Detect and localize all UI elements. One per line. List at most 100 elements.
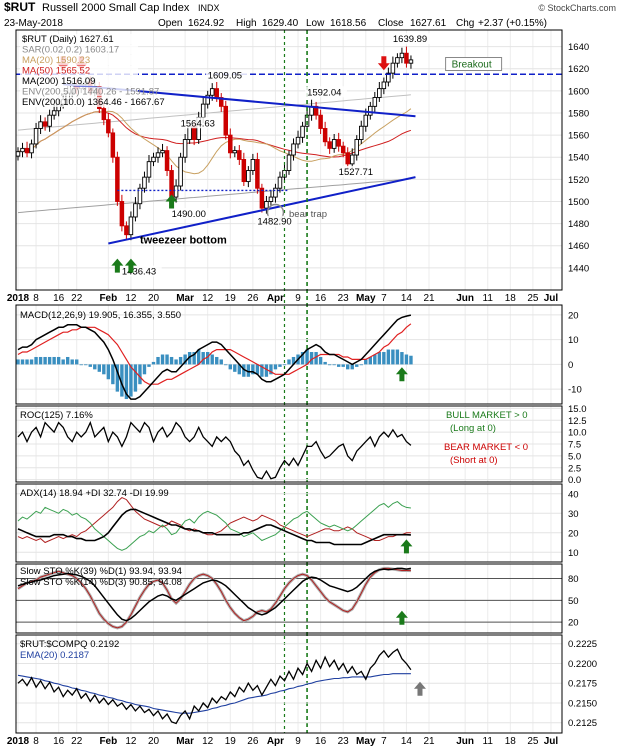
macd-histogram-bar (61, 359, 65, 365)
roc-line (17, 420, 412, 480)
macd-histogram-bar (305, 349, 309, 365)
price-panel-frame (15, 29, 563, 291)
candle-body (377, 88, 382, 98)
candle-body (327, 141, 332, 149)
macd-histogram-bar (291, 356, 296, 365)
macd-histogram-bar (138, 364, 142, 385)
macd-histogram-bar (133, 364, 138, 392)
candle-body (160, 150, 165, 154)
candle-body (119, 201, 125, 227)
candle-body (51, 110, 57, 116)
candle-body (47, 114, 52, 127)
tweezer-bottom-label: tweezeer bottom (140, 235, 227, 247)
macd-histogram-bar (251, 364, 255, 375)
candle-body (372, 97, 378, 107)
x-tick-label: 23 (338, 293, 350, 304)
price-annotation-label: 1564.63 (181, 118, 215, 129)
macd-histogram-bar (147, 364, 151, 367)
roc-tick-label: 15.0 (568, 404, 587, 415)
adx-legend: ADX(14) 18.94 +DI 32.74 -DI 19.99 (20, 488, 169, 499)
price-legend-bg (20, 97, 138, 107)
price-legend-bg (20, 55, 138, 65)
candle-body (300, 125, 305, 138)
macd-histogram-bar (373, 354, 377, 365)
macd-histogram-bar (47, 356, 52, 365)
macd-histogram-bar (187, 352, 192, 365)
candle-body (151, 156, 156, 163)
adx-plus-di-line (17, 501, 411, 551)
macd-histogram-bar (341, 364, 345, 367)
candle-body (223, 105, 229, 136)
macd-tick-label: 0 (568, 360, 573, 371)
macd-histogram-bar (56, 356, 61, 365)
x-tick-label: 16 (315, 293, 327, 304)
price-legend-bg (20, 86, 138, 97)
env-upper-line (17, 94, 411, 131)
macd-histogram-bar (52, 356, 56, 365)
stoch-14-legend: Slow STO %K(14) %D(3) 90.85, 94.08 (20, 577, 182, 588)
macd-histogram-bar (196, 349, 201, 365)
roc-tick-label: 7.5 (568, 440, 581, 451)
macd-histogram-bar (309, 352, 314, 365)
x-tick-label: Apr (267, 736, 284, 747)
candle-body (209, 88, 215, 96)
macd-histogram-bar (224, 364, 228, 366)
adx-tick-label: 30 (568, 509, 579, 520)
price-legend-bg (20, 34, 138, 44)
macd-histogram-bar (156, 356, 160, 365)
macd-histogram-bar (233, 364, 237, 372)
price-legend-bg (20, 76, 138, 86)
x-tick-label: May (356, 736, 376, 747)
macd-legend: MACD(12,26,9) 19.905, 16.355, 3.550 (20, 310, 181, 321)
high-label: High (236, 18, 257, 29)
macd-histogram-bar (318, 356, 323, 365)
roc-tick-label: 2.5 (568, 463, 581, 474)
price-tick-label: 1560 (568, 131, 589, 142)
macd-histogram-bar (93, 364, 97, 370)
candle-body (142, 176, 147, 189)
macd-line (17, 314, 412, 400)
low-label: Low (306, 18, 325, 29)
macd-histogram-bar (201, 352, 205, 365)
price-tick-label: 1480 (568, 219, 589, 230)
price-label-bg (390, 33, 433, 45)
x-tick-label: 22 (71, 293, 83, 304)
candle-body (155, 152, 161, 158)
x-tick-label: 21 (423, 293, 435, 304)
x-tick-label: Jul (544, 736, 559, 747)
price-legend-entry: $RUT (Daily) 1627.61 (22, 34, 114, 45)
price-tick-label: 1580 (568, 108, 589, 119)
price-annotation-label: 1592.04 (307, 87, 341, 98)
x-tick-label: 9 (295, 736, 301, 747)
macd-histogram-bar (215, 356, 219, 365)
macd-histogram-bar (29, 359, 34, 365)
macd-histogram-bar (129, 364, 133, 397)
price-legend-entry: MA(50) 1565.52 (22, 66, 90, 77)
candle-body (218, 97, 224, 107)
x-tick-label: 16 (53, 736, 65, 747)
macd-histogram-bar (16, 359, 20, 365)
macd-histogram-bar (368, 356, 372, 365)
bull-long-label: (Long at 0) (450, 423, 496, 434)
macd-histogram-bar (391, 349, 395, 365)
candle-body (295, 136, 301, 145)
macd-histogram-bar (327, 364, 332, 366)
x-tick-label: 16 (315, 736, 327, 747)
price-annotation-label: 1527.71 (339, 167, 373, 178)
price-annotation-label: 1436.43 (122, 267, 156, 278)
x-tick-label: 12 (202, 736, 214, 747)
stochastics-panel-frame (15, 563, 563, 634)
candle-body (399, 52, 405, 59)
macd-histogram-bar (124, 364, 129, 400)
price-label-bg (255, 215, 298, 227)
price-tick-label: 1640 (568, 42, 589, 53)
candle-body (178, 156, 183, 187)
macd-histogram-bar (382, 352, 386, 365)
breakout-label-box (445, 57, 503, 72)
price-legend-entry: MA(20) 1590.23 (22, 55, 90, 66)
high-value: 1629.40 (262, 18, 299, 29)
macd-histogram-bar (364, 359, 368, 365)
macd-histogram-bar (269, 364, 273, 375)
arrow-up-icon (124, 258, 137, 273)
price-label-bg (119, 265, 162, 277)
